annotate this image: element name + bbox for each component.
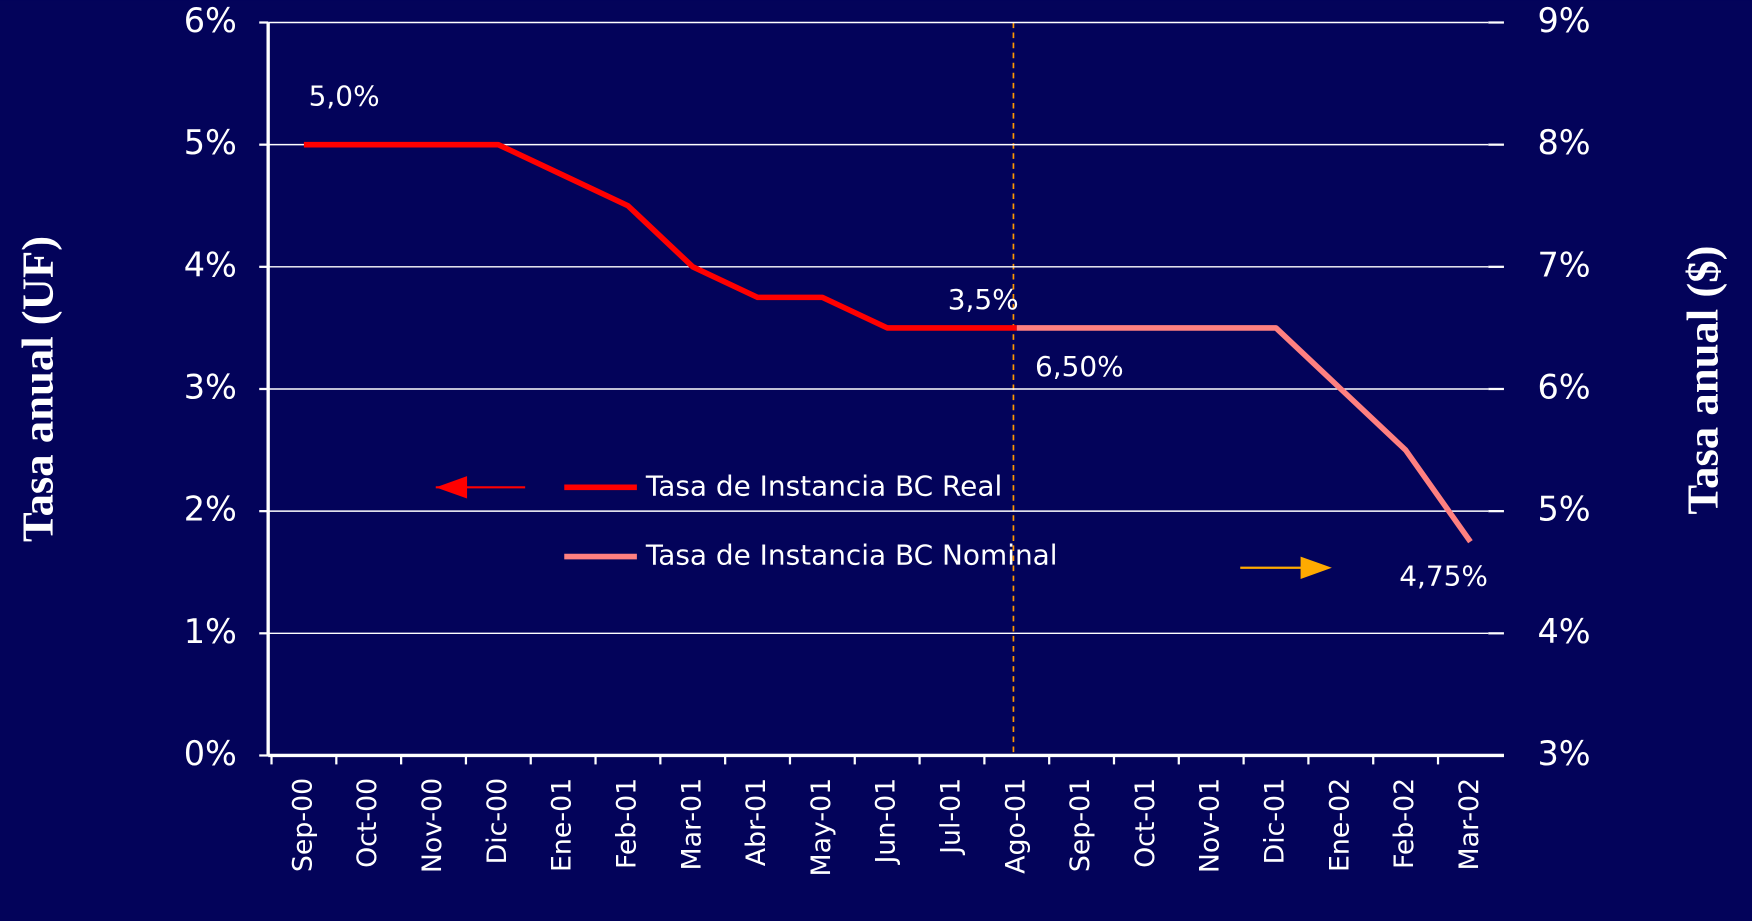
x-tick-label: Jun-01 (871, 778, 902, 866)
y2-tick-label: 9% (1537, 1, 1590, 40)
x-tick-label: Nov-01 (1195, 778, 1226, 873)
y2-axis-title: Tasa anual ($) (1678, 246, 1728, 515)
series-line (1016, 325, 1473, 544)
y-tick-label: 0% (184, 734, 237, 773)
legend-label: Tasa de Instancia BC Real (645, 469, 1002, 502)
x-tick-label: Ene-02 (1324, 778, 1355, 872)
x-tick-label: Jul-01 (935, 778, 966, 856)
y-axis-title: Tasa anual (UF) (13, 236, 63, 542)
x-tick-label: Nov-00 (417, 778, 448, 873)
x-tick-label: Mar-02 (1454, 778, 1485, 871)
x-tick-label: Ago-01 (1000, 778, 1031, 874)
y2-tick-label: 5% (1537, 490, 1590, 529)
y2-tick-label: 8% (1537, 123, 1590, 162)
y-tick-label: 4% (184, 245, 237, 284)
data-label: 4,75% (1399, 559, 1488, 592)
y-tick-label: 6% (184, 1, 237, 40)
x-tick-label: Sep-00 (287, 778, 318, 872)
y-tick-label: 5% (184, 123, 237, 162)
x-tick-label: Dic-00 (482, 778, 513, 865)
marks (303, 141, 1473, 544)
data-label: 3,5% (948, 283, 1019, 316)
x-tick-label: Abr-01 (741, 778, 772, 866)
y2-tick-label: 4% (1537, 612, 1590, 651)
legend-arrow-head (1300, 556, 1332, 579)
data-label: 5,0% (309, 80, 380, 113)
y2-tick-label: 6% (1537, 367, 1590, 406)
y2-tick-label: 3% (1537, 734, 1590, 773)
y-tick-label: 2% (184, 490, 237, 529)
x-tick-label: Oct-01 (1130, 778, 1161, 868)
y-tick-label: 3% (184, 367, 237, 406)
series-line (303, 141, 1017, 331)
x-tick-label: Mar-01 (676, 778, 707, 871)
x-tick-label: Dic-01 (1260, 778, 1291, 865)
x-tick-label: Ene-01 (547, 778, 578, 872)
y-tick-label: 1% (184, 612, 237, 651)
legend-arrow-head (435, 476, 468, 499)
x-tick-label: Sep-01 (1065, 778, 1096, 872)
x-tick-label: May-01 (806, 778, 837, 877)
x-tick-label: Feb-02 (1389, 778, 1420, 869)
x-tick-label: Feb-01 (611, 778, 642, 869)
y2-tick-label: 7% (1537, 245, 1590, 284)
legend-label: Tasa de Instancia BC Nominal (645, 539, 1058, 572)
x-tick-label: Oct-00 (352, 778, 383, 868)
data-label: 6,50% (1035, 350, 1124, 383)
